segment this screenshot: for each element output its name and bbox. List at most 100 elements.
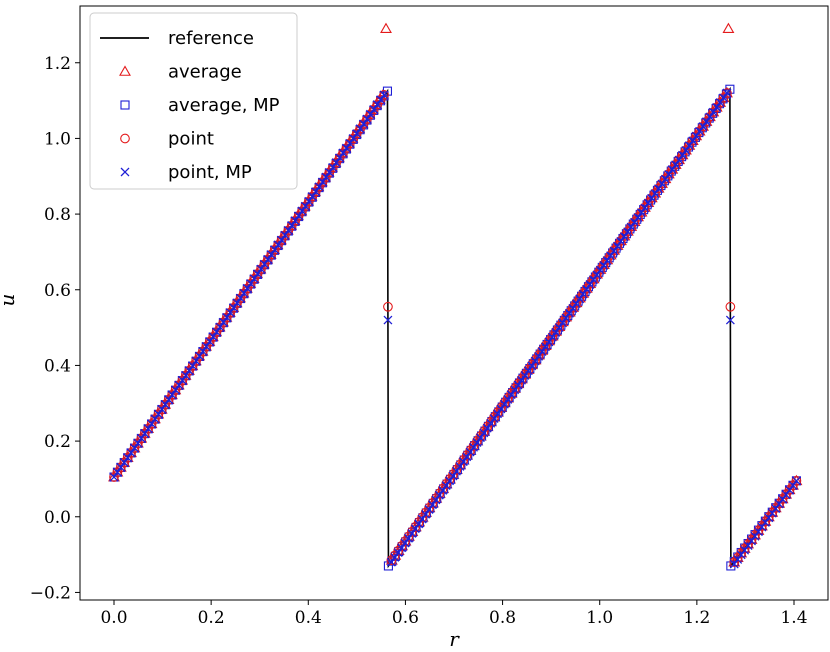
data-point-point-mp [119,458,129,467]
ticks-layer: 0.0 0.2 0.4 0.6 0.8 1.0 1.2 1.4 −0.2 0.0 0.2 0.4 0.6… [30,54,808,628]
data-point-point-mp [407,528,417,538]
data-point-average-mp [635,209,645,219]
data-point-average-mp [670,161,680,171]
data-point-point-mp [551,327,561,337]
data-point-point [112,467,123,478]
data-point-point-mp [568,303,578,313]
data-point-point [280,230,290,241]
data-point-average-mp [652,185,663,195]
data-point-point-mp [143,424,153,434]
data-point-point-mp [280,230,290,240]
data-point-point-mp [126,448,136,458]
data-point-point-mp [198,346,208,356]
data-point-point [310,186,321,197]
data-point-point-mp [438,485,448,495]
data-point-point-mp [297,206,307,216]
data-point-point-mp [400,538,410,548]
data-point-point [119,457,130,468]
data-point-point-mp [616,236,626,246]
data-point-point [324,167,335,178]
data-point-point-mp [493,409,502,419]
data-point-point [358,119,369,129]
data-point-point-mp [475,433,485,443]
data-point-point [249,273,260,284]
data-point-point-mp [212,327,222,337]
data-point-point-mp [623,227,633,237]
data-point-point [722,88,732,98]
data-point-point-mp [112,467,122,477]
data-point-point-mp [595,265,605,275]
data-point-point-mp [451,466,461,476]
data-point-point-mp [544,337,554,347]
data-point-point-mp [147,419,157,429]
data-point-point-mp [236,293,245,303]
data-point-point [198,346,208,357]
data-point-point-mp [736,550,746,560]
data-point-point [153,409,164,420]
x-tick-label: 0.8 [489,608,516,628]
data-point-point-mp [263,254,273,264]
data-point-point-mp [496,404,506,414]
data-point-point-mp [778,494,788,504]
data-point-point [259,259,270,270]
data-point-point [143,423,154,434]
data-point-point-mp [540,342,550,352]
data-point-point-mp [130,443,139,453]
data-point-point-mp [630,217,639,227]
data-point-point [136,433,147,444]
legend: reference average average, MP point point, M… [89,12,298,190]
data-point-point [228,302,239,313]
data-point-point [791,475,802,486]
data-point-point-mp [643,198,653,208]
data-point-point-mp [506,390,516,400]
data-point-point [208,331,218,342]
legend-label-point-mp: point, MP [168,162,252,183]
data-point-point-mp [750,531,760,541]
data-point-average-mp [677,152,687,162]
x-tick-label: 0.6 [392,608,419,628]
data-point-point [348,133,359,144]
data-point-point-mp [767,508,777,518]
data-point-point-mp [695,126,705,136]
data-point-point-mp [479,428,489,438]
data-point-point-mp [424,505,434,514]
data-point-point [163,394,174,405]
data-point-point-mp [287,221,297,230]
data-point-point [194,351,205,361]
data-point-average-mp [680,147,690,157]
data-point-point [379,90,389,100]
data-point-point [317,177,328,187]
data-point-point-mp [345,138,355,148]
data-point-point [286,220,297,231]
data-point-point-mp [640,203,650,213]
data-point-point-mp [482,423,492,433]
data-point-point-mp [311,187,321,197]
data-point-point-mp [174,380,184,390]
data-point-point-mp [503,394,513,404]
data-point-point-mp [153,409,163,419]
data-point-point-mp [636,208,646,218]
data-point-point-mp [547,332,557,342]
data-point-point [314,181,324,192]
data-point-point-mp [602,256,612,266]
data-point-point-mp [458,457,468,467]
data-point-point-mp [788,480,798,490]
data-point-point-mp [469,442,478,452]
data-point-point [725,301,736,312]
data-point-point [304,196,314,207]
series-point [109,88,802,568]
data-point-point [122,452,133,463]
data-point-average-mp [673,156,683,167]
data-point-point [242,283,253,294]
x-axis-label: r [449,627,460,651]
data-point-point-mp [781,490,791,500]
legend-label-reference: reference [168,28,254,49]
y-tick-label: 1.0 [44,129,71,149]
plot-frame [79,5,829,601]
data-point-point-mp [177,375,187,385]
data-point-point-mp [722,88,732,98]
data-point-point [256,264,266,274]
data-point-point-mp [195,351,204,361]
data-point-point-mp [472,438,482,447]
data-point-point-mp [164,395,174,405]
